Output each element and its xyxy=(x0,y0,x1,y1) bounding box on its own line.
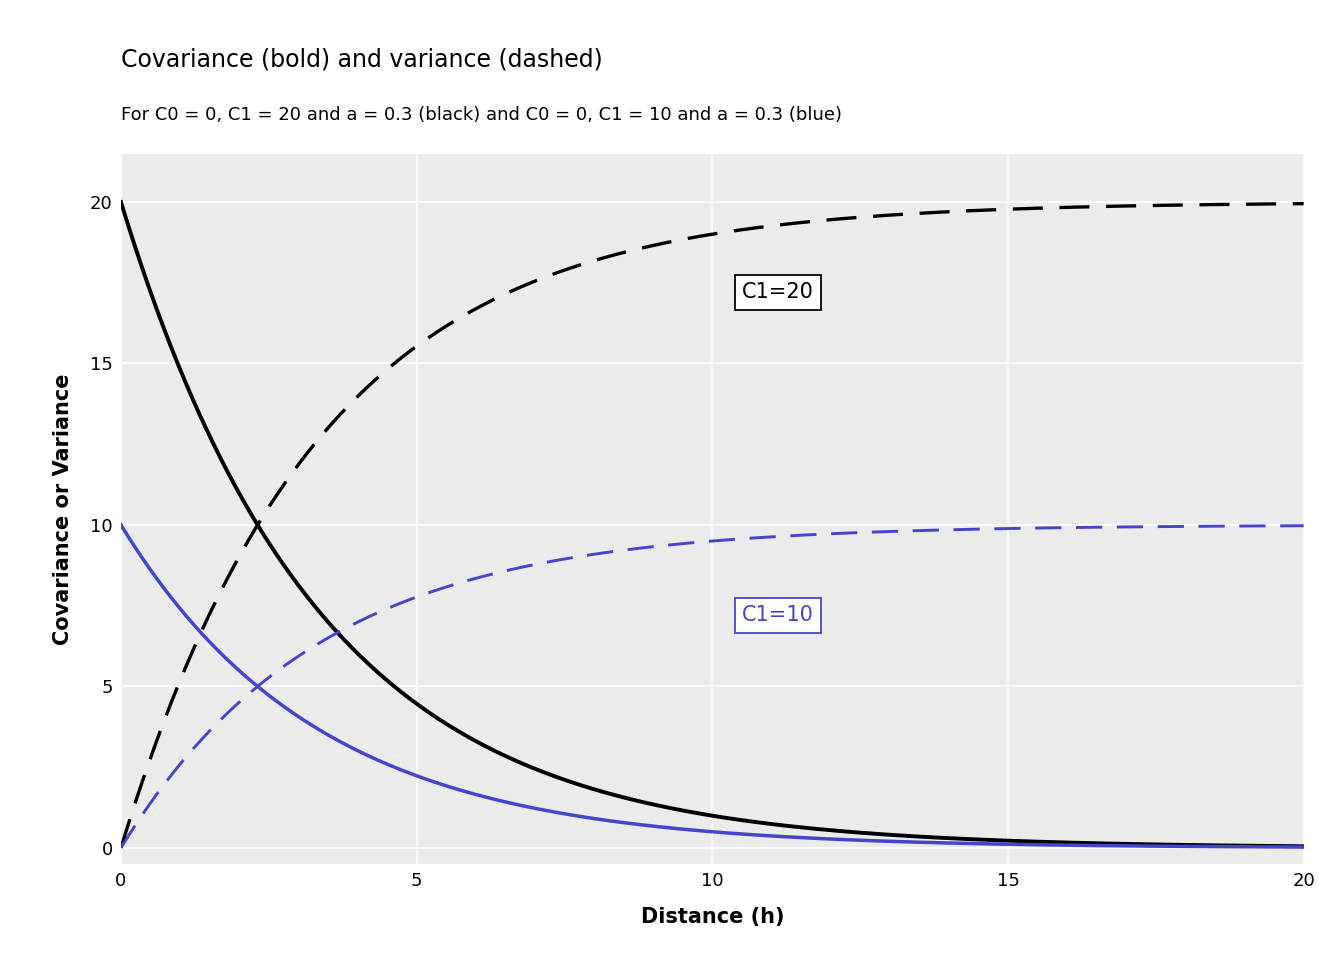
Y-axis label: Covariance or Variance: Covariance or Variance xyxy=(52,373,73,644)
Text: For C0 = 0, C1 = 20 and a = 0.3 (black) and C0 = 0, C1 = 10 and a = 0.3 (blue): For C0 = 0, C1 = 20 and a = 0.3 (black) … xyxy=(121,106,841,124)
X-axis label: Distance (h): Distance (h) xyxy=(641,907,784,927)
Text: C1=20: C1=20 xyxy=(742,282,813,302)
Text: Covariance (bold) and variance (dashed): Covariance (bold) and variance (dashed) xyxy=(121,48,602,72)
Text: C1=10: C1=10 xyxy=(742,606,813,625)
